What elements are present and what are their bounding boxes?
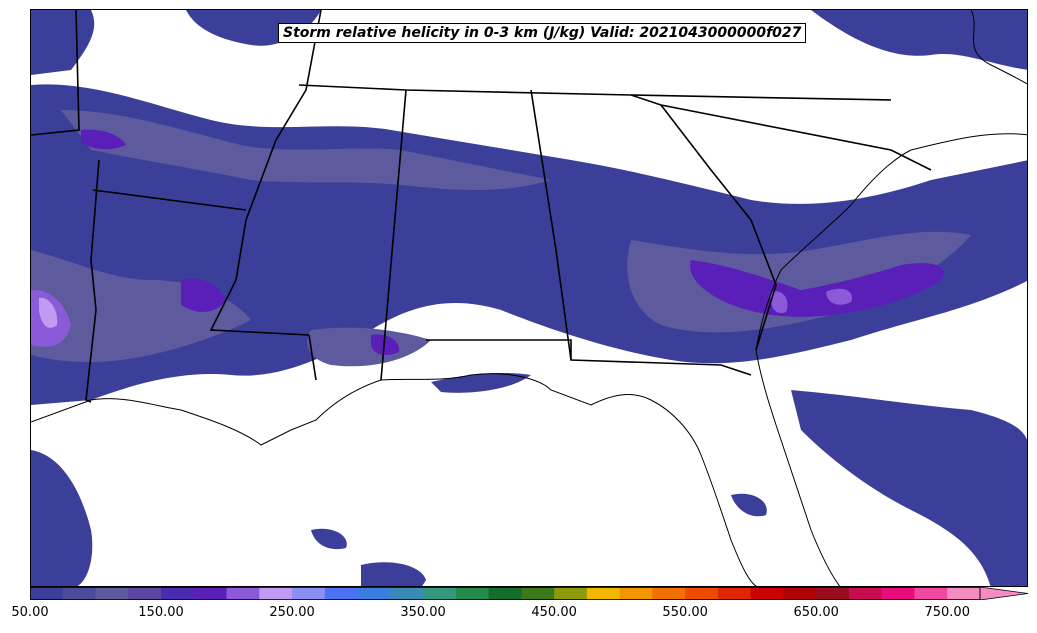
colorbar-segment — [292, 587, 326, 600]
colorbar-segment — [947, 587, 981, 600]
border-nc — [630, 94, 932, 171]
contour-strong-4 — [371, 334, 400, 356]
colorbar-outline — [30, 587, 981, 600]
contour-south-4 — [731, 493, 767, 517]
contour-top-left — [31, 10, 95, 75]
map-panel: Storm relative helicity in 0-3 km (J/kg)… — [30, 9, 1028, 587]
contour-south-2 — [791, 390, 1027, 586]
colorbar-tick-label: 750.00 — [924, 605, 970, 620]
colorbar-segment — [161, 587, 195, 600]
contour-top-right — [811, 10, 1027, 70]
colorbar-segment — [750, 587, 784, 600]
border-tn-ky — [298, 84, 892, 101]
colorbar-segment — [390, 587, 424, 600]
colorbar-segment — [685, 587, 719, 600]
contour-strong-3 — [81, 129, 126, 150]
map-title: Storm relative helicity in 0-3 km (J/kg)… — [278, 23, 807, 43]
colorbar-segment — [95, 587, 129, 600]
contour-south-5 — [311, 528, 347, 550]
colorbar-segment — [914, 587, 948, 600]
colorbar-tick-label: 150.00 — [138, 605, 184, 620]
colorbar-extend-arrow — [979, 587, 1029, 600]
colorbar-tick-label: 250.00 — [269, 605, 315, 620]
colorbar-segment — [717, 587, 752, 600]
colorbar-segment — [62, 587, 97, 600]
colorbar — [30, 587, 1029, 600]
colorbar-segment — [324, 587, 359, 600]
border-ar-north — [31, 10, 80, 136]
contour-peak-3 — [826, 288, 852, 305]
geo-boundaries — [31, 10, 932, 403]
colorbar-segment — [881, 587, 915, 600]
coastline-atlantic — [755, 133, 1027, 586]
colorbar-segment — [619, 587, 653, 600]
colorbar-segment — [554, 587, 588, 600]
colorbar-segment — [652, 587, 686, 600]
border-ms-river — [209, 10, 322, 336]
border-ms-al — [380, 89, 407, 381]
colorbar-tick-label: 450.00 — [531, 605, 577, 620]
border-ar-ok — [85, 159, 100, 403]
border-ga-sc — [660, 104, 777, 351]
contour-mid-1 — [61, 110, 551, 190]
coastline-outer-banks — [970, 10, 1027, 85]
contour-extreme-1 — [39, 297, 58, 328]
colorbar-segment — [586, 587, 621, 600]
coastline — [31, 10, 1027, 586]
colorbar-segment — [488, 587, 522, 600]
colorbar-tick-label: 550.00 — [662, 605, 708, 620]
colorbar-segment — [259, 587, 293, 600]
border-fl-al — [426, 339, 752, 376]
colorbar-segment — [848, 587, 883, 600]
colorbar-tick-label: 650.00 — [793, 605, 839, 620]
colorbar-tick-label: 50.00 — [11, 605, 49, 620]
helicity-contours — [31, 10, 1027, 586]
contour-mid-3 — [31, 250, 251, 363]
border-ar-tn — [92, 189, 247, 211]
colorbar-segment — [783, 587, 817, 600]
colorbar-segment — [455, 587, 490, 600]
contour-peak-2 — [770, 291, 788, 314]
contour-strong-2 — [181, 278, 226, 312]
contour-mid-2 — [627, 231, 971, 333]
colorbar-segment — [226, 587, 260, 600]
border-la-ms — [308, 334, 317, 381]
colorbar-segment — [357, 587, 391, 600]
contour-mid-4 — [307, 327, 431, 367]
colorbar-segment — [521, 587, 555, 600]
coastline-gulf — [31, 373, 757, 586]
colorbar-segment — [816, 587, 850, 600]
border-al-ga — [530, 89, 572, 361]
contour-south-1 — [31, 450, 93, 586]
colorbar-segment — [423, 587, 457, 600]
contour-south-6 — [361, 562, 426, 586]
colorbar-segment — [193, 587, 228, 600]
contour-strong-1 — [690, 260, 944, 317]
colorbar-segment — [128, 587, 162, 600]
helicity-map — [31, 10, 1027, 586]
colorbar-segment — [30, 587, 64, 600]
colorbar-tick-label: 350.00 — [400, 605, 446, 620]
